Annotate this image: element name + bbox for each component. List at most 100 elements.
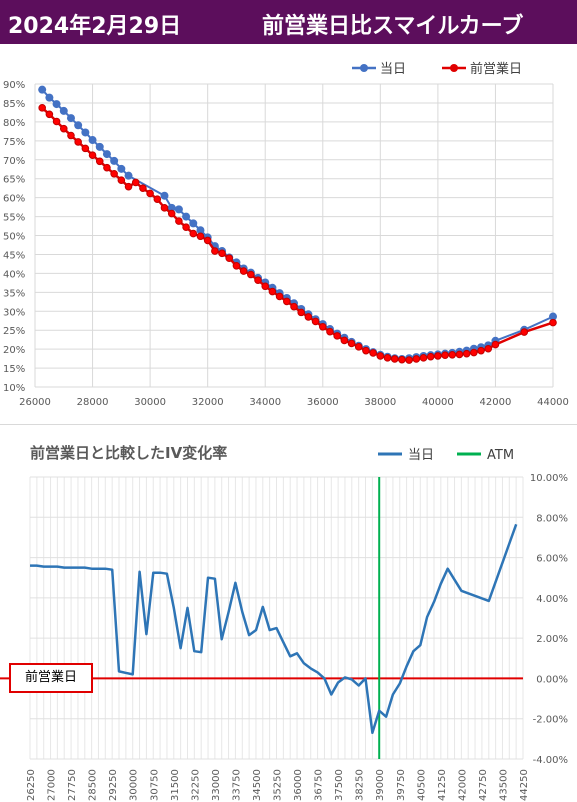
c1-point-prev	[376, 352, 385, 360]
c1-x-tick-label: 26000	[19, 397, 51, 408]
c2-x-tick-label: 39000	[375, 769, 386, 801]
c1-point-prev	[318, 322, 327, 331]
c1-y-tick-label: 50%	[3, 232, 25, 243]
c2-x-tick-label: 36750	[314, 769, 325, 801]
c1-series-line-prev	[41, 106, 554, 362]
c1-y-tick-label: 65%	[3, 175, 25, 186]
c1-point-today	[81, 128, 90, 137]
c1-legend-label: 当日	[380, 62, 406, 77]
c1-point-prev	[196, 232, 205, 241]
c1-y-tick-label: 45%	[3, 250, 25, 261]
c2-series	[0, 477, 523, 759]
c1-y-tick-label: 90%	[3, 80, 25, 91]
c1-point-prev	[354, 343, 363, 351]
c1-point-prev	[175, 217, 183, 225]
c2-x-tick-label: 32250	[190, 769, 201, 801]
c1-point-prev	[117, 176, 126, 185]
c2-y-axis: 10.00% 8.00% 6.00% 4.00% 2.00% 0.00% -2.00% -4.…	[530, 473, 568, 766]
c1-y-tick-label: 35%	[3, 288, 25, 299]
c1-legend-label: 前営業日	[470, 61, 522, 77]
c1-point-today	[38, 85, 47, 94]
c1-x-tick-label: 42000	[480, 397, 512, 408]
c2-legend: 当日 ATM	[378, 448, 514, 463]
c1-point-prev	[369, 349, 377, 357]
c1-point-prev	[520, 328, 529, 336]
chart-divider	[0, 424, 577, 425]
c2-y-tick-label: -2.00%	[533, 715, 568, 726]
header-banner: 2024年2月29日 前営業日比スマイルカーブ	[0, 0, 577, 44]
c1-point-prev	[124, 182, 133, 191]
c2-x-tick-label: 34500	[252, 769, 263, 801]
c2-x-tick-label: 43500	[498, 769, 509, 801]
c2-x-tick-label: 44250	[519, 769, 530, 801]
c1-point-prev	[412, 355, 421, 363]
c1-point-today	[174, 205, 183, 214]
c1-point-today	[66, 114, 75, 123]
c2-x-tick-label: 39750	[396, 769, 407, 801]
c1-point-prev	[146, 189, 154, 198]
c1-point-prev	[59, 124, 68, 133]
c1-y-tick-label: 75%	[3, 137, 25, 148]
c1-point-today	[102, 150, 111, 159]
c1-point-prev	[333, 332, 341, 340]
c1-point-prev	[283, 297, 291, 306]
c2-x-axis: 26250 27000 27750 28500 29250 30000 30750 31500…	[26, 769, 530, 801]
c1-point-prev	[203, 236, 212, 245]
c1-point-prev	[448, 351, 457, 359]
c1-point-prev	[434, 352, 442, 360]
c2-gridlines	[29, 476, 524, 760]
c2-title: 前営業日と比較したIV変化率	[30, 444, 227, 462]
c1-y-tick-label: 10%	[3, 383, 25, 394]
c1-point-today	[160, 191, 169, 200]
c1-point-prev	[268, 287, 277, 296]
c2-legend-label: 当日	[408, 448, 434, 463]
c1-x-tick-label: 32000	[192, 397, 224, 408]
c1-y-tick-label: 30%	[3, 307, 25, 318]
c2-x-tick-label: 38250	[355, 769, 366, 801]
c1-point-prev	[347, 339, 356, 348]
c1-y-tick-label: 40%	[3, 269, 25, 280]
c1-point-today	[74, 121, 83, 130]
c1-point-today	[95, 142, 104, 151]
c1-y-tick-label: 25%	[3, 326, 25, 337]
c1-point-today	[88, 136, 97, 145]
c1-y-tick-label: 70%	[3, 156, 25, 167]
c1-x-tick-label: 44000	[537, 397, 569, 408]
c2-x-tick-label: 35250	[273, 769, 284, 801]
c1-point-today	[167, 203, 176, 212]
c1-point-today	[117, 164, 126, 173]
c1-point-today	[45, 93, 54, 102]
c1-x-axis: 26000 28000 30000 32000 34000 36000 38000 40000…	[19, 397, 569, 408]
c2-y-tick-label: 10.00%	[530, 473, 568, 484]
c1-point-prev	[218, 249, 226, 258]
c1-point-today	[124, 171, 133, 180]
c1-point-prev	[247, 270, 255, 279]
c1-point-prev	[153, 195, 162, 203]
c1-point-today	[549, 312, 557, 321]
c1-point-prev	[103, 163, 111, 172]
c1-y-tick-label: 80%	[3, 118, 25, 129]
c1-point-prev	[232, 262, 241, 270]
c2-x-tick-label: 37500	[334, 769, 345, 801]
c1-point-prev	[74, 138, 82, 146]
c1-y-axis: 10% 15% 20% 25% 30% 35% 40% 45% 50% 55% 60% 65% 70% 7…	[3, 80, 25, 394]
c2-x-tick-label: 33750	[231, 769, 242, 801]
c1-point-prev	[45, 110, 54, 119]
c1-point-prev	[239, 267, 248, 275]
c1-point-prev	[549, 318, 557, 327]
c1-point-today	[189, 219, 198, 228]
c2-x-tick-label: 30750	[149, 769, 160, 801]
c2-x-tick-label: 42000	[457, 769, 468, 801]
c1-point-today	[110, 156, 119, 165]
c1-point-prev	[110, 169, 118, 178]
c1-point-prev	[88, 151, 97, 160]
c1-point-prev	[362, 346, 370, 355]
c2-x-tick-label: 28500	[88, 769, 99, 801]
c1-point-prev	[441, 351, 449, 359]
c1-point-today	[52, 100, 61, 109]
c1-point-prev	[95, 157, 104, 166]
c1-legend: 当日 前営業日	[352, 61, 522, 77]
c2-x-tick-label: 27750	[67, 769, 78, 801]
c1-point-prev	[131, 178, 140, 187]
c1-point-prev	[477, 346, 485, 355]
